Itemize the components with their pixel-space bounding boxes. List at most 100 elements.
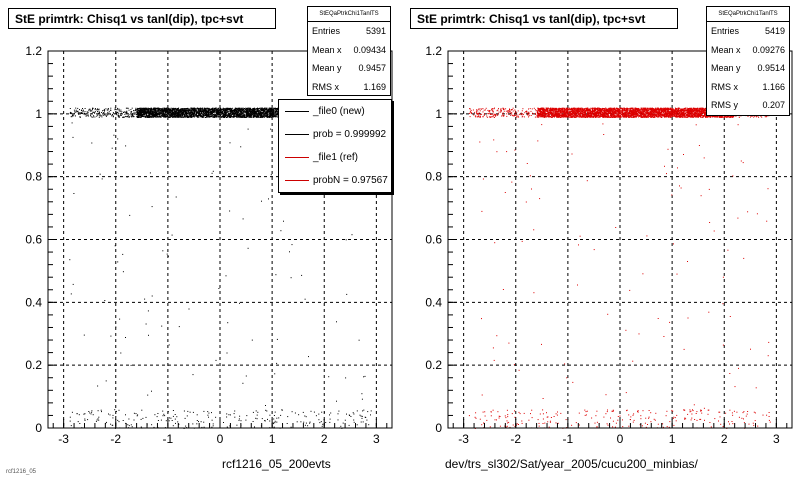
data-point — [200, 110, 202, 112]
data-point — [245, 109, 247, 111]
data-point — [276, 113, 278, 114]
data-point — [195, 113, 197, 115]
data-point — [117, 419, 119, 421]
data-point — [240, 107, 242, 109]
data-point — [220, 109, 222, 111]
data-point — [173, 114, 175, 116]
data-point — [156, 108, 157, 110]
data-point — [202, 110, 204, 112]
data-point — [162, 115, 164, 117]
data-point — [320, 421, 322, 423]
data-point — [211, 426, 213, 428]
data-point — [118, 115, 120, 117]
data-point — [177, 421, 179, 423]
data-point — [319, 422, 321, 424]
data-point — [166, 108, 168, 110]
data-point — [173, 108, 175, 110]
data-point — [211, 113, 213, 115]
data-point — [133, 419, 135, 421]
data-point — [207, 414, 209, 416]
data-point — [191, 114, 193, 115]
data-point — [177, 115, 179, 117]
data-point — [259, 115, 261, 117]
data-point — [286, 423, 288, 424]
data-point — [205, 110, 207, 112]
data-point — [239, 116, 240, 118]
data-point — [178, 116, 180, 118]
data-point — [222, 113, 224, 115]
data-point — [105, 380, 107, 382]
data-point — [239, 116, 241, 118]
data-point — [87, 112, 89, 114]
data-point — [195, 110, 197, 112]
data-point — [271, 114, 273, 116]
data-point — [277, 111, 279, 113]
data-point — [199, 110, 201, 112]
data-point — [200, 108, 202, 110]
data-point — [240, 420, 242, 422]
data-point — [198, 113, 200, 115]
data-point — [104, 113, 106, 115]
data-point — [173, 108, 175, 109]
data-point — [161, 112, 163, 114]
data-point — [157, 108, 159, 109]
data-point — [211, 115, 213, 117]
data-point — [156, 116, 158, 118]
data-point — [79, 116, 81, 118]
data-point — [133, 412, 135, 414]
data-point — [192, 110, 194, 112]
data-point — [264, 420, 266, 422]
data-point — [245, 114, 247, 116]
data-point — [156, 114, 158, 116]
data-point — [265, 405, 266, 406]
data-point — [246, 109, 248, 111]
data-point — [135, 112, 137, 114]
data-point — [139, 116, 140, 118]
data-point — [186, 113, 187, 115]
data-point — [253, 110, 255, 111]
data-point — [216, 112, 218, 114]
data-point — [141, 111, 143, 113]
data-point — [155, 113, 157, 115]
data-point — [228, 113, 230, 115]
data-point — [144, 108, 146, 110]
data-point — [174, 116, 175, 118]
data-point — [207, 113, 209, 115]
data-point — [258, 112, 260, 114]
data-point — [117, 138, 119, 140]
data-point — [229, 108, 231, 110]
data-point — [276, 417, 278, 419]
data-point — [106, 114, 108, 116]
data-point — [253, 108, 255, 110]
data-point — [220, 113, 222, 115]
data-point — [84, 418, 86, 420]
data-point — [137, 109, 139, 111]
data-point — [229, 425, 231, 427]
data-point — [197, 115, 199, 117]
data-point — [78, 414, 80, 416]
data-point — [84, 419, 86, 421]
data-point — [246, 108, 248, 110]
data-point — [159, 116, 161, 118]
data-point — [193, 109, 195, 111]
data-point — [272, 111, 274, 113]
data-point — [225, 107, 227, 109]
data-point — [194, 114, 196, 116]
data-point — [278, 417, 280, 419]
data-point — [271, 113, 272, 115]
data-point — [232, 116, 234, 118]
data-point — [177, 110, 179, 112]
data-point — [208, 110, 210, 112]
data-point — [269, 414, 271, 416]
data-point — [117, 107, 118, 109]
data-point — [212, 425, 214, 427]
data-point — [172, 425, 174, 427]
data-point — [162, 415, 164, 417]
data-point — [157, 111, 159, 113]
data-point — [258, 111, 260, 113]
data-point — [202, 111, 204, 113]
data-point — [216, 116, 218, 118]
data-point — [212, 109, 214, 111]
data-point — [167, 112, 169, 114]
data-point — [242, 113, 244, 115]
